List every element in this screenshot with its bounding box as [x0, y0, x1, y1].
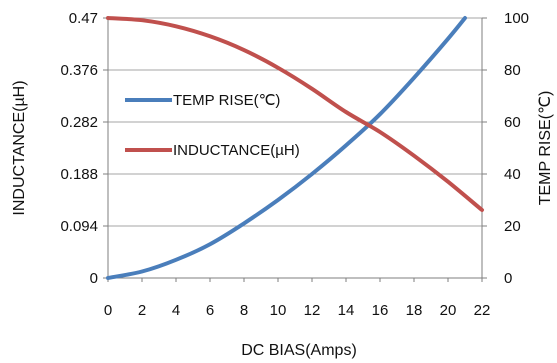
- y-left-tick-label: 0.47: [69, 10, 98, 27]
- legend-label-temp-rise: TEMP RISE(℃): [173, 92, 280, 109]
- x-tick-label: 12: [304, 302, 321, 319]
- y-right-tick-label: 20: [504, 218, 521, 235]
- y-axis-right-label: TEMP RISE(℃): [537, 91, 554, 206]
- x-tick-label: 0: [104, 302, 112, 319]
- x-axis-label: DC BIAS(Amps): [241, 342, 357, 359]
- x-tick-label: 4: [172, 302, 180, 319]
- gridlines: [108, 17, 482, 227]
- x-tick-label: 2: [138, 302, 146, 319]
- x-tick-label: 20: [440, 302, 457, 319]
- x-tick-label: 22: [474, 302, 491, 319]
- x-tick-label: 6: [206, 302, 214, 319]
- y-right-tick-label: 40: [504, 166, 521, 183]
- y-right-tick-label: 0: [504, 270, 512, 287]
- y-right-tick-label: 60: [504, 114, 521, 131]
- legend-label-inductance: INDUCTANCE(µH): [173, 142, 300, 159]
- legend: TEMP RISE(℃) INDUCTANCE(µH): [125, 92, 300, 159]
- x-tick-label: 16: [372, 302, 389, 319]
- series-lines: [106, 16, 484, 280]
- x-tick-label: 14: [338, 302, 355, 319]
- y-left-tick-label: 0.282: [60, 114, 98, 131]
- series-line-temp-rise: [106, 16, 467, 280]
- x-tick-label: 8: [240, 302, 248, 319]
- y-right-tick-label: 80: [504, 62, 521, 79]
- y-left-tick-label: 0.376: [60, 62, 98, 79]
- series-line-inductance: [106, 16, 484, 212]
- y-axis-left-label: INDUCTANCE(µH): [11, 80, 28, 215]
- y-left-tick-label: 0: [90, 270, 98, 287]
- y-left-tick-label: 0.188: [60, 166, 98, 183]
- x-tick-label: 18: [406, 302, 423, 319]
- y-right-tick-label: 100: [504, 10, 529, 27]
- y-left-tick-label: 0.094: [60, 218, 98, 235]
- x-tick-label: 10: [270, 302, 287, 319]
- tick-labels: 0 0.094 0.188 0.282 0.376 0.47 0 20 40 60 80 100 0 2 4…: [60, 10, 529, 319]
